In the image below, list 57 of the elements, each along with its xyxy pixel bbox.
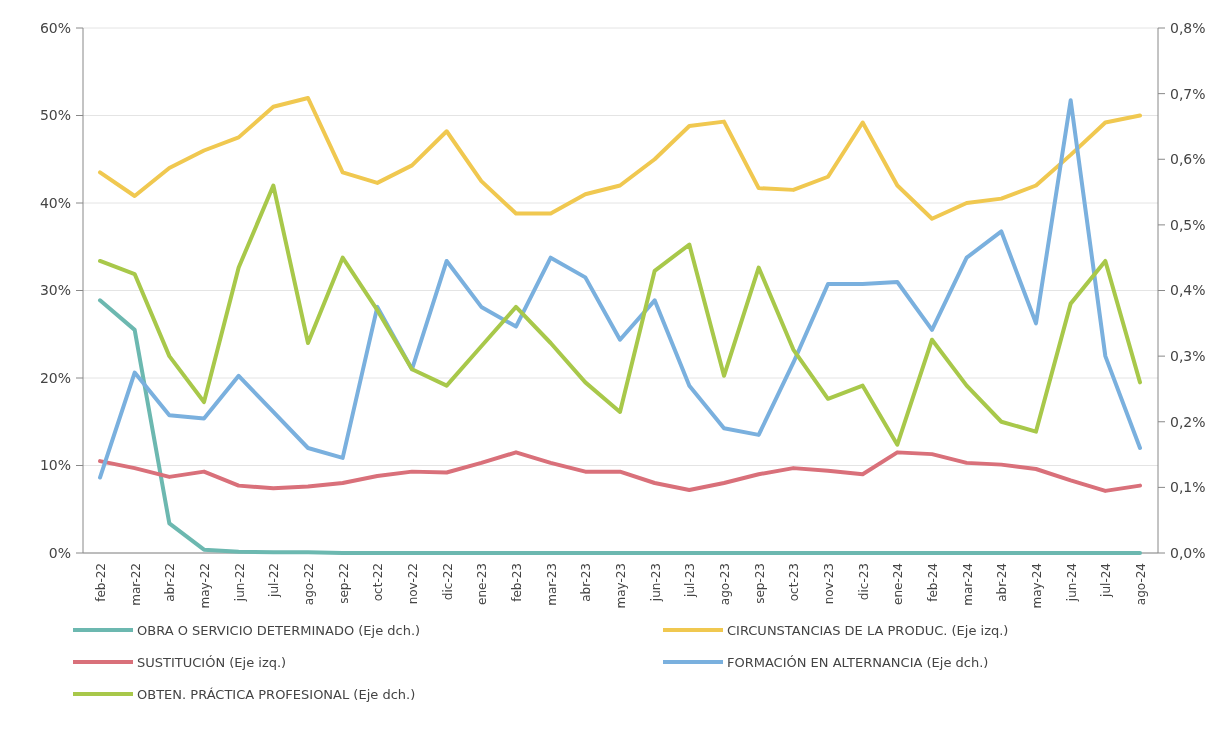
line-series xyxy=(98,98,1142,480)
y2-tick-label: 0,1% xyxy=(1170,479,1206,496)
x-tick-label: sep-23 xyxy=(752,563,767,604)
x-tick-label: jul-22 xyxy=(267,563,282,598)
x-tick-label: abr-23 xyxy=(579,563,594,602)
y-tick-label: 10% xyxy=(39,457,71,474)
x-tick-label: oct-22 xyxy=(371,563,386,602)
y2-tick-label: 0,3% xyxy=(1170,348,1206,365)
legend-label: CIRCUNSTANCIAS DE LA PRODUC. (Eje izq.) xyxy=(727,622,1009,638)
x-tick-label: mar-22 xyxy=(128,563,143,606)
y-tick-label: 40% xyxy=(39,194,71,211)
y2-tick-label: 0,2% xyxy=(1170,413,1206,430)
x-tick-label: ago-22 xyxy=(302,563,316,606)
x-tick-label: nov-22 xyxy=(406,563,420,605)
x-tick-label: jul-24 xyxy=(1099,563,1114,598)
y-tick-label: 50% xyxy=(39,107,71,124)
x-tick-label: feb-24 xyxy=(926,563,940,602)
y2-tick-label: 0,4% xyxy=(1170,282,1206,299)
x-tick-label: jun-23 xyxy=(648,563,663,603)
x-tick-label: jul-23 xyxy=(683,563,698,598)
x-tick-label: ago-24 xyxy=(1134,563,1148,606)
line-series xyxy=(98,298,1142,555)
x-tick-label: ene-24 xyxy=(891,563,906,605)
x-tick-label: dic-22 xyxy=(440,563,455,601)
y2-tick-label: 0,8% xyxy=(1170,19,1206,36)
x-tick-label: sep-22 xyxy=(336,563,351,604)
x-tick-label: may-24 xyxy=(1030,563,1044,609)
legend-label: FORMACIÓN EN ALTERNANCIA (Eje dch.) xyxy=(727,654,989,670)
legend-label: SUSTITUCIÓN (Eje izq.) xyxy=(137,654,287,670)
x-tick-label: may-23 xyxy=(614,563,628,609)
legend-label: OBRA O SERVICIO DETERMINADO (Eje dch.) xyxy=(137,622,421,638)
x-tick-label: feb-22 xyxy=(94,563,108,602)
y2-tick-label: 0,0% xyxy=(1170,544,1206,561)
x-tick-label: oct-23 xyxy=(787,563,802,602)
y2-tick-label: 0,6% xyxy=(1170,151,1206,168)
x-tick-label: ene-23 xyxy=(475,563,490,605)
x-tick-label: may-22 xyxy=(198,563,212,609)
x-tick-label: feb-23 xyxy=(510,563,524,602)
y-tick-label: 0% xyxy=(48,544,71,561)
x-tick-label: nov-23 xyxy=(822,563,836,605)
x-tick-label: mar-23 xyxy=(544,563,559,606)
y-tick-label: 20% xyxy=(39,369,71,386)
y2-tick-label: 0,5% xyxy=(1170,216,1206,233)
x-tick-label: abr-24 xyxy=(995,563,1010,602)
x-tick-label: jun-24 xyxy=(1064,563,1079,603)
y-tick-label: 60% xyxy=(39,19,71,36)
x-tick-label: abr-22 xyxy=(163,563,178,602)
line-series xyxy=(98,183,1142,447)
x-tick-label: mar-24 xyxy=(960,563,975,606)
line-series xyxy=(98,96,1142,221)
y-tick-label: 30% xyxy=(39,282,71,299)
x-tick-label: dic-23 xyxy=(856,563,871,601)
line-series xyxy=(98,450,1142,493)
y2-tick-label: 0,7% xyxy=(1170,85,1206,102)
x-tick-label: jun-22 xyxy=(232,563,247,603)
legend-label: OBTEN. PRÁCTICA PROFESIONAL (Eje dch.) xyxy=(137,686,416,702)
x-tick-label: ago-23 xyxy=(718,563,732,606)
